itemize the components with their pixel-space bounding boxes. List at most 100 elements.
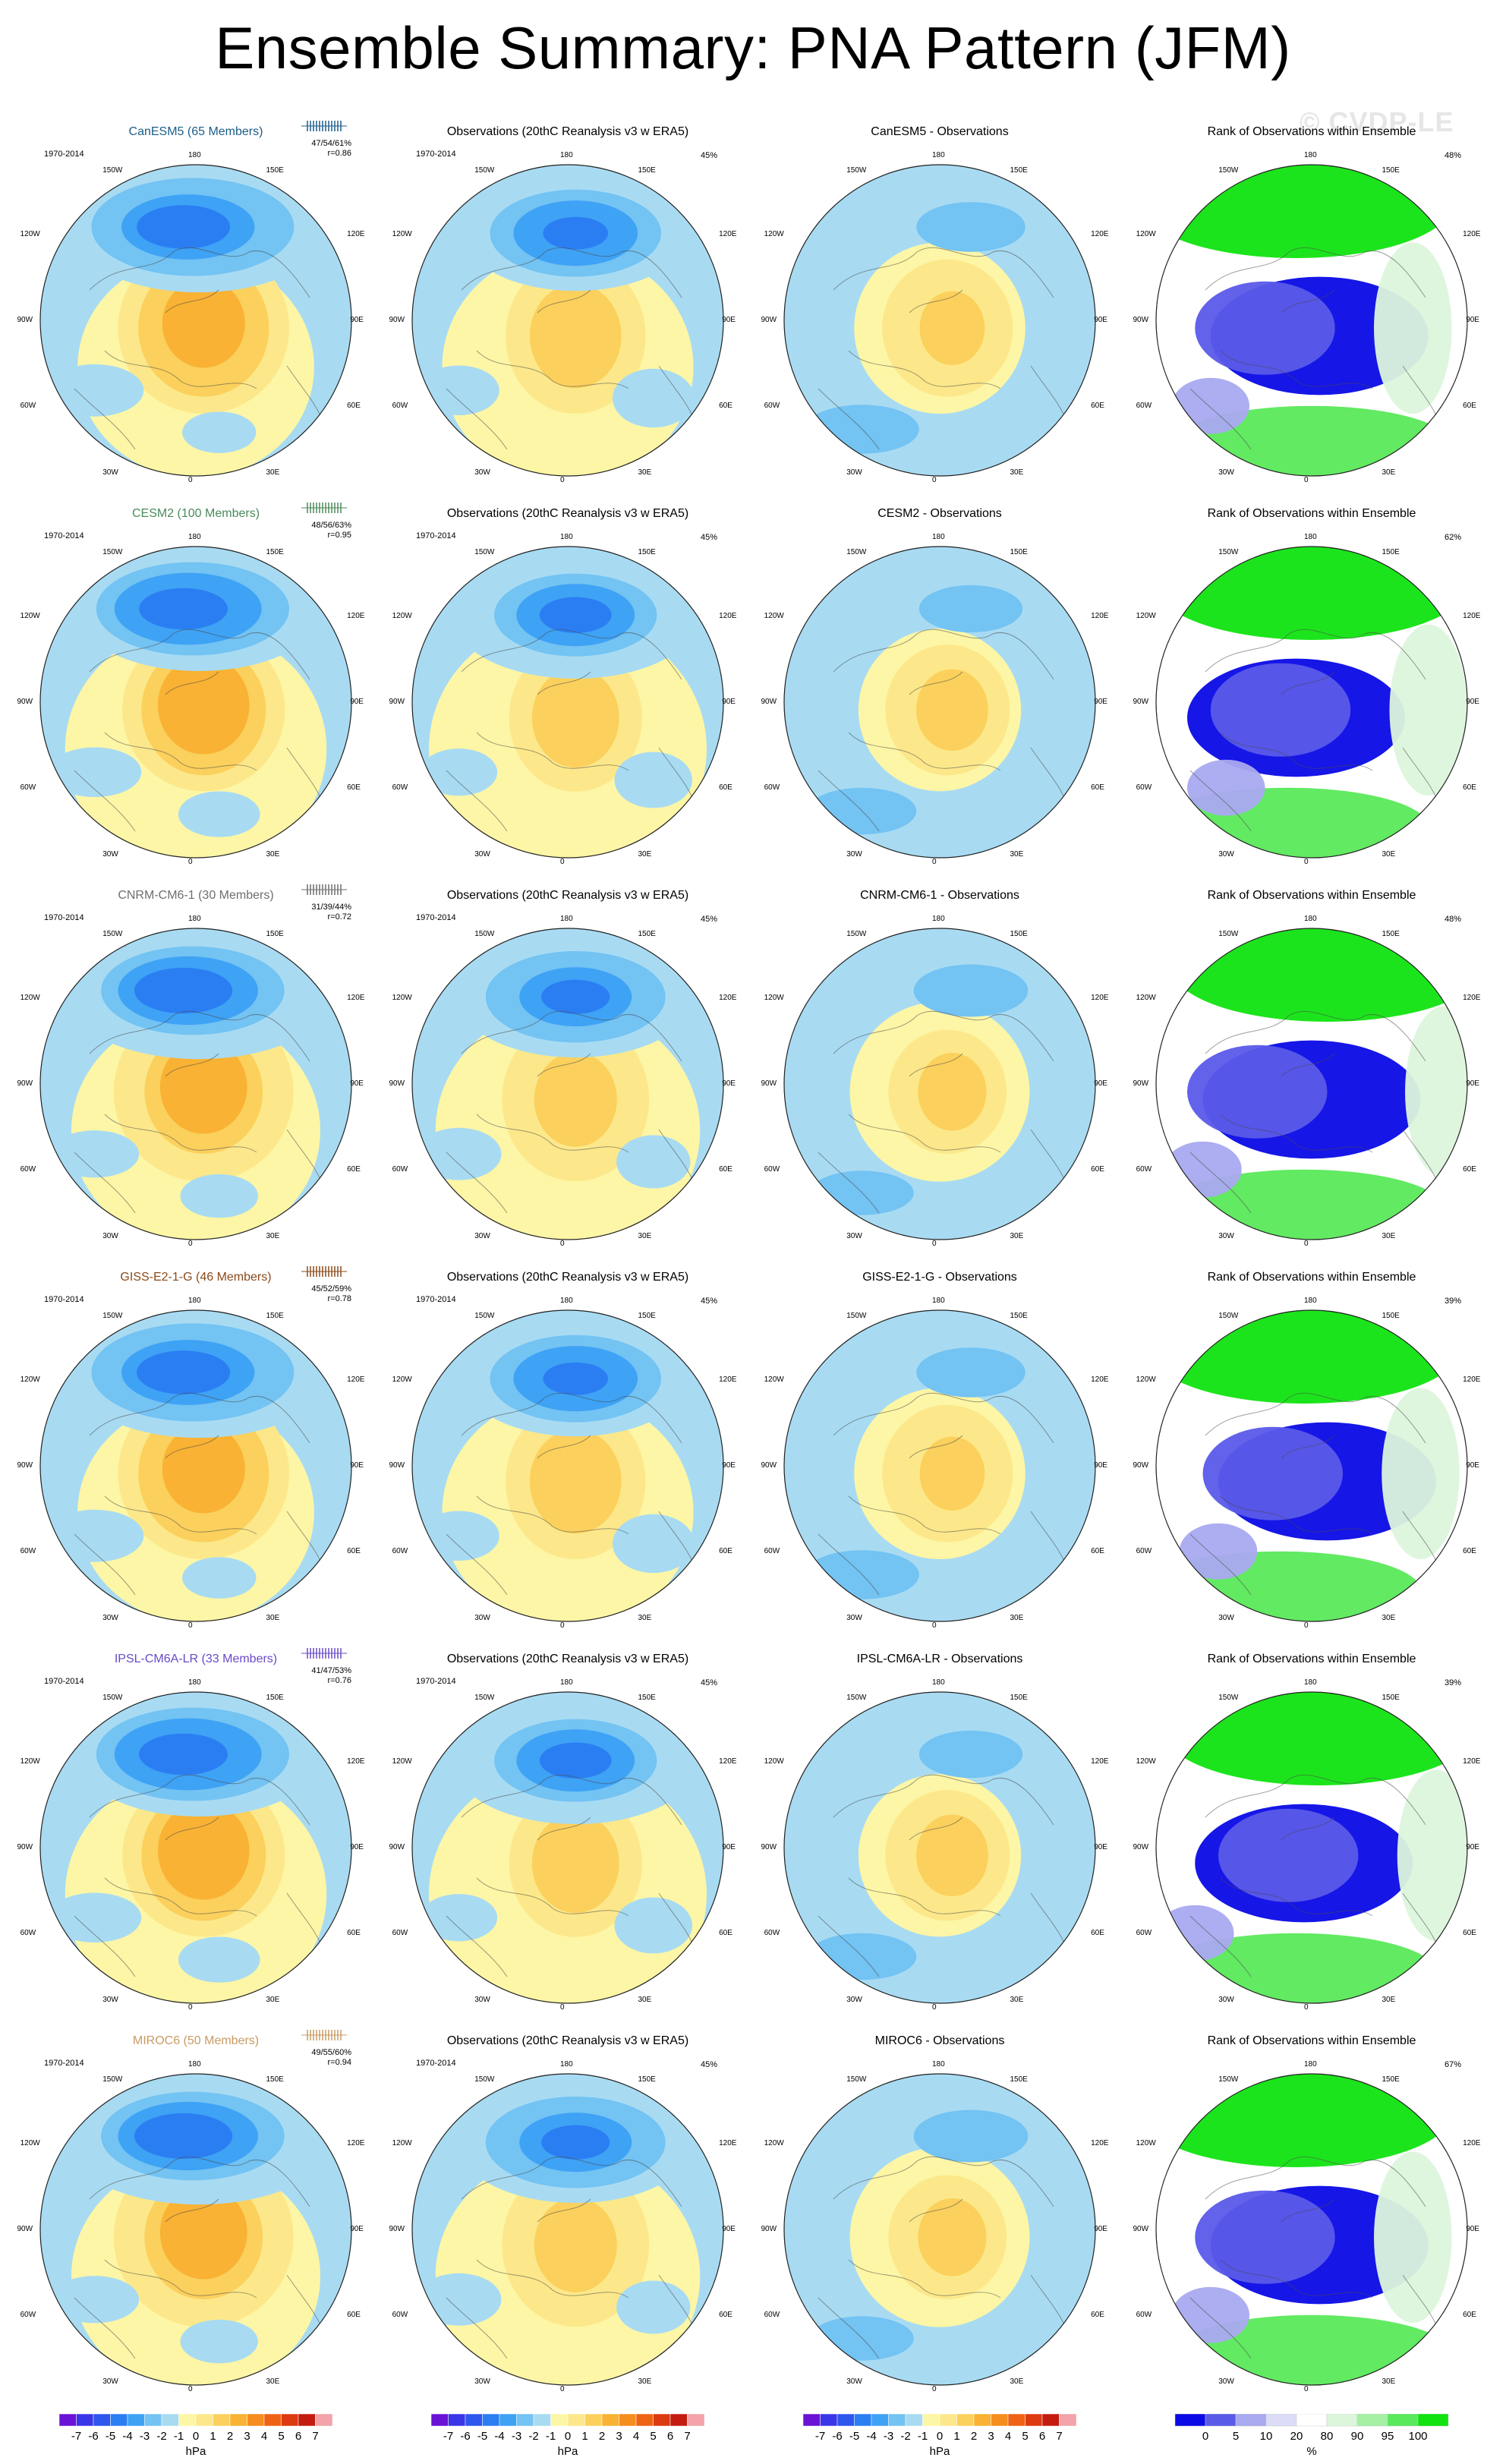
longitude-label: 150W <box>102 2075 123 2084</box>
colorbar-swatch <box>687 2414 705 2427</box>
colorbar-swatch <box>820 2414 838 2427</box>
longitude-label: 150W <box>474 548 495 557</box>
longitude-label: 60W <box>20 783 36 792</box>
longitude-label: 60W <box>20 2310 36 2319</box>
difference-map <box>783 164 1096 477</box>
colorbar-swatch <box>1296 2414 1328 2427</box>
longitude-label: 120E <box>1463 230 1481 239</box>
colorbar-tick-label: -7 <box>815 2430 825 2443</box>
colorbar-tick-label: 95 <box>1382 2430 1394 2443</box>
longitude-label: 150E <box>1010 2075 1028 2084</box>
longitude-label: 0 <box>932 858 937 867</box>
colorbar-tick-label: 2 <box>599 2430 605 2443</box>
colorbar-swatch <box>499 2414 517 2427</box>
longitude-label: 30W <box>474 1613 490 1622</box>
longitude-label: 30E <box>638 1231 652 1240</box>
colorbar-swatch <box>161 2414 179 2427</box>
rank-title: Rank of Observations within Ensemble <box>1207 2034 1416 2047</box>
longitude-label: 90W <box>17 1079 33 1088</box>
period-label: 1970-2014 <box>416 2059 456 2068</box>
colorbar-swatch <box>533 2414 551 2427</box>
colorbar-tick-label: 1 <box>953 2430 959 2443</box>
stats-range: 31/39/44% <box>311 903 351 912</box>
longitude-label: 180 <box>1304 2059 1317 2069</box>
longitude-label: 150W <box>1218 1312 1239 1321</box>
colorbar-swatch <box>1356 2414 1388 2427</box>
colorbar-swatch <box>465 2414 483 2427</box>
longitude-label: 30E <box>1382 468 1396 477</box>
longitude-label: 150W <box>474 1312 495 1321</box>
colorbar-swatch <box>1059 2414 1077 2427</box>
longitude-label: 150W <box>1218 930 1239 939</box>
rank-pct: 62% <box>1445 533 1462 542</box>
colorbar-tick-label: 1 <box>581 2430 588 2443</box>
longitude-label: 90W <box>17 1461 33 1470</box>
longitude-label: 120E <box>347 230 365 239</box>
ensemble-mean-map <box>39 928 352 1240</box>
longitude-label: 90E <box>1466 698 1479 706</box>
colorbar-swatch <box>1326 2414 1358 2427</box>
page-title: Ensemble Summary: PNA Pattern (JFM) <box>215 14 1291 81</box>
longitude-label: 30E <box>1382 1995 1396 2004</box>
colorbar-swatch <box>298 2414 316 2427</box>
observations-map <box>411 1691 724 2004</box>
longitude-label: 60W <box>1136 1164 1152 1174</box>
longitude-label: 30E <box>1382 2377 1396 2386</box>
longitude-label: 30W <box>102 849 118 859</box>
longitude-label: 120W <box>764 230 784 239</box>
obs-pct: 45% <box>701 915 718 924</box>
stats-corr: r=0.86 <box>327 149 352 158</box>
longitude-label: 180 <box>188 1678 201 1687</box>
member-spread-icon <box>301 2030 347 2040</box>
ensemble-stats: 48/56/63% r=0.95 <box>283 521 351 540</box>
longitude-label: 120E <box>1091 230 1109 239</box>
longitude-label: 120E <box>347 2139 365 2148</box>
longitude-label: 120W <box>1136 994 1156 1003</box>
longitude-label: 120E <box>1091 994 1109 1003</box>
longitude-label: 180 <box>188 2059 201 2069</box>
longitude-label: 180 <box>1304 1296 1317 1305</box>
longitude-label: 0 <box>560 2385 565 2394</box>
longitude-label: 90W <box>761 316 777 324</box>
longitude-label: 90E <box>350 698 364 706</box>
colorbar-tick-label: 3 <box>616 2430 622 2443</box>
longitude-label: 30W <box>846 849 862 859</box>
colorbar-tick-label: -7 <box>443 2430 453 2443</box>
colorbar-units: hPa <box>186 2445 206 2458</box>
longitude-label: 150E <box>638 1312 656 1321</box>
longitude-label: 120E <box>1091 612 1109 621</box>
longitude-label: 90E <box>350 1461 364 1470</box>
longitude-label: 0 <box>1304 2003 1309 2012</box>
longitude-label: 30E <box>266 1231 280 1240</box>
colorbar-swatch <box>550 2414 569 2427</box>
longitude-label: 120W <box>392 1757 412 1766</box>
longitude-label: 0 <box>560 858 565 867</box>
member-spread-icon <box>301 503 347 513</box>
longitude-label: 30W <box>102 1613 118 1622</box>
longitude-label: 0 <box>188 858 193 867</box>
longitude-label: 90E <box>722 2225 736 2233</box>
longitude-label: 90W <box>17 2225 33 2233</box>
longitude-label: 90E <box>1094 1079 1107 1088</box>
colorbar-tick-label: -2 <box>528 2430 538 2443</box>
longitude-label: 60W <box>20 401 36 410</box>
stats-range: 47/54/61% <box>311 139 351 148</box>
colorbar-swatch <box>1007 2414 1026 2427</box>
rank-title: Rank of Observations within Ensemble <box>1207 1271 1416 1284</box>
longitude-label: 60W <box>20 1928 36 1937</box>
colorbar-tick-label: -6 <box>88 2430 98 2443</box>
colorbar-swatch <box>905 2414 923 2427</box>
model-title: IPSL-CM6A-LR (33 Members) <box>114 1653 278 1665</box>
colorbar-swatch <box>635 2414 654 2427</box>
longitude-label: 120E <box>347 994 365 1003</box>
obs-title: Observations (20thC Reanalysis v3 w ERA5… <box>446 125 689 138</box>
longitude-label: 30W <box>474 1995 490 2004</box>
rank-pct: 67% <box>1445 2060 1462 2069</box>
longitude-label: 120W <box>1136 1757 1156 1766</box>
longitude-label: 90E <box>350 1843 364 1851</box>
colorbar-swatch <box>281 2414 299 2427</box>
ensemble-stats: 45/52/59% r=0.78 <box>283 1284 351 1304</box>
colorbar-swatch <box>1417 2414 1449 2427</box>
longitude-label: 30W <box>474 849 490 859</box>
longitude-label: 30E <box>1010 849 1024 859</box>
